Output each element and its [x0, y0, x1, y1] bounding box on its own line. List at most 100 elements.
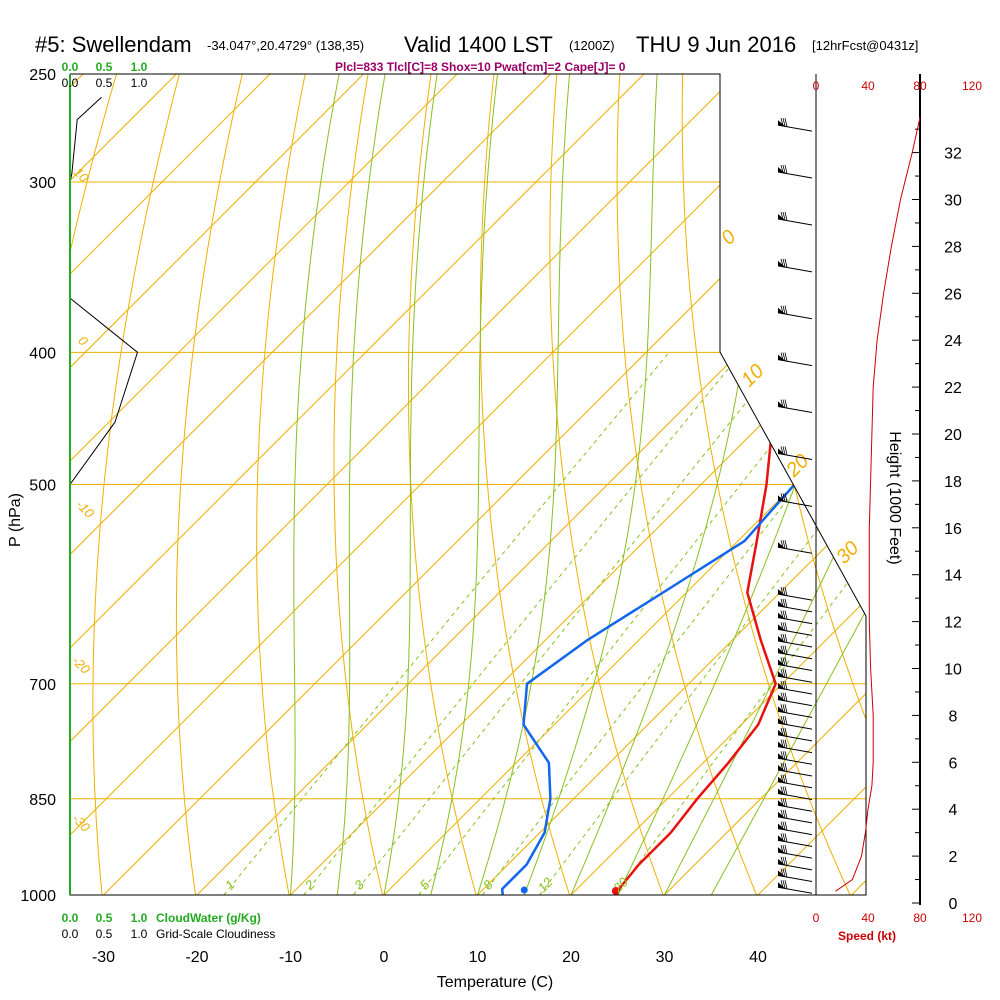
wind-scale-tick-bottom: 80 — [913, 911, 927, 925]
wind-barb-feather — [782, 704, 786, 713]
wind-barb-flag — [778, 800, 785, 807]
wind-barb-feather — [784, 657, 788, 667]
mixing-ratio-label: 2 — [301, 876, 318, 893]
wind-barb-flag — [778, 600, 785, 607]
temperature-tick-label: 20 — [562, 949, 580, 966]
title-utc: (1200Z) — [569, 38, 615, 53]
wind-barb-feather — [780, 880, 784, 888]
wind-barb — [777, 640, 813, 648]
mixing-ratio-label: 1 — [222, 877, 238, 893]
wind-barb-feather — [780, 809, 784, 818]
wind-barb-feather — [784, 716, 788, 725]
wind-barb-feather — [780, 762, 784, 771]
wind-barb-feather — [780, 868, 784, 877]
title: #5: Swellendam -34.047°,20.4729° (138,35… — [35, 32, 918, 74]
wind-barb-flag — [778, 213, 785, 220]
pressure-tick-label: 700 — [29, 677, 56, 694]
pressure-tick-label: 1000 — [20, 888, 56, 905]
isotherm-line — [70, 74, 645, 895]
wind-barb — [777, 605, 813, 613]
height-tick-label: 20 — [944, 427, 962, 444]
temperature-tick-label: 0 — [380, 949, 389, 966]
wind-barb-feather — [784, 751, 788, 760]
dry-adiabat-line — [616, 74, 758, 895]
wind-barb — [777, 124, 813, 132]
cloudiness-tick-label: 1.0 — [131, 927, 148, 941]
wind-barb — [777, 452, 813, 460]
wind-barb-feather — [782, 669, 786, 678]
wind-barb-feather — [780, 844, 784, 853]
wind-barb-feather — [780, 258, 784, 267]
temperature-axis: -30 -20 -10 0 10 20 30 40 — [92, 949, 767, 966]
wind-barb-flag — [778, 354, 785, 361]
wind-barb-feather — [784, 821, 788, 831]
height-tick-label: 32 — [944, 146, 962, 163]
wind-barb-feather — [782, 786, 786, 795]
wind-barb-flag — [778, 847, 785, 854]
title-valid: Valid 1400 LST — [404, 32, 553, 57]
wind-speed-profile — [835, 117, 921, 892]
wind-scale-label: Speed (kt) — [838, 929, 896, 943]
height-tick-label: 16 — [944, 521, 962, 538]
wind-barb-flag — [778, 167, 785, 174]
wind-barb-feather — [782, 692, 786, 701]
wind-barb-flag — [778, 765, 785, 772]
wind-barb-feather — [782, 211, 786, 221]
wind-barb — [777, 406, 813, 414]
wind-barb-feather — [780, 716, 784, 724]
wind-barbs — [777, 118, 813, 894]
temperature-tick-label: 30 — [656, 949, 674, 966]
wind-barb — [777, 757, 813, 765]
title-forecast: [12hrFcst@0431z] — [812, 38, 918, 53]
wind-barb-feather — [784, 587, 788, 596]
wind-barb-flag — [778, 776, 785, 783]
wind-barb-feather — [784, 727, 788, 737]
wind-barb-feather — [784, 774, 788, 784]
dry-adiabat-line — [92, 74, 180, 895]
moist-adiabat-line — [290, 74, 340, 895]
pressure-tick-label: 850 — [29, 792, 56, 809]
wind-barb — [777, 664, 813, 671]
wind-barb-feather — [784, 211, 788, 221]
wind-barb-flag — [778, 741, 785, 748]
wind-barb-feather — [780, 786, 784, 795]
wind-barb-feather — [780, 751, 784, 759]
cloudwater-label: CloudWater (g/Kg) — [156, 911, 261, 925]
wind-barb-flag — [778, 694, 785, 701]
wind-barb-feather — [784, 645, 788, 655]
height-tick-label: 14 — [944, 568, 962, 585]
wind-barb-feather — [784, 352, 788, 362]
wind-barb-feather — [780, 610, 784, 619]
wind-barb-feather — [780, 704, 784, 713]
wind-barb-flag — [778, 718, 785, 725]
wind-barb-feather — [782, 845, 786, 854]
wind-barb — [777, 593, 813, 601]
wind-barb-flag — [778, 671, 785, 678]
wind-barb-feather — [780, 493, 784, 501]
moist-adiabat-lines — [290, 74, 866, 895]
wind-scale-tick-top: 0 — [813, 79, 820, 93]
wind-barb-feather — [784, 540, 788, 549]
height-tick-label: 6 — [949, 755, 958, 772]
wind-barb-feather — [784, 856, 788, 866]
height-tick-label: 2 — [949, 849, 958, 866]
wind-barb-flag — [778, 682, 785, 689]
wind-barb-feather — [782, 352, 786, 361]
dry-adiabat-line — [549, 74, 664, 895]
wind-barb-feather — [780, 692, 784, 701]
wind-barb-feather — [784, 798, 788, 807]
pressure-tick-label: 400 — [29, 345, 56, 362]
isotherm-line — [70, 74, 738, 895]
moist-adiabat-line — [430, 74, 498, 895]
dry-adiabat-line — [256, 74, 306, 895]
wind-barb-feather — [780, 680, 784, 689]
wind-barb-feather — [782, 657, 786, 666]
height-tick-label: 24 — [944, 333, 962, 350]
cloudwater-tick-label: 0.5 — [96, 911, 113, 925]
wind-barb-feather — [782, 633, 786, 643]
wind-barb — [777, 863, 813, 871]
wind-barb — [777, 816, 813, 824]
wind-scale-tick-bottom: 0 — [813, 911, 820, 925]
